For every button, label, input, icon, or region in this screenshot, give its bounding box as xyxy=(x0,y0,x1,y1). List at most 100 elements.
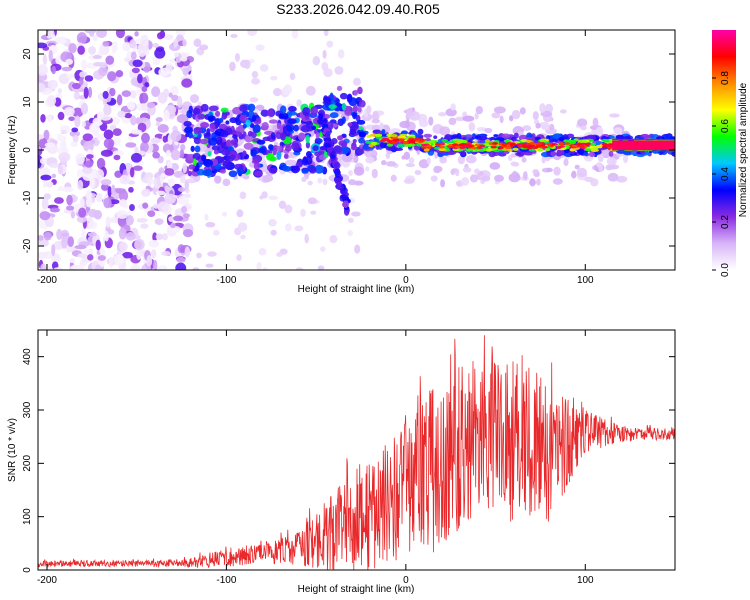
spectral-blob xyxy=(38,82,46,93)
spectral-blob xyxy=(57,111,65,121)
colorbar-tick-label: 0.2 xyxy=(720,215,731,229)
spectral-blob xyxy=(494,174,504,182)
spectral-blob xyxy=(322,49,327,59)
spectral-blob xyxy=(59,124,71,135)
spectral-blob xyxy=(130,129,143,135)
spectral-blob xyxy=(426,144,433,148)
spectral-blob xyxy=(134,238,145,251)
spectral-blob xyxy=(358,131,367,138)
y-tick-label: 100 xyxy=(22,508,33,525)
spectral-blob xyxy=(119,241,128,252)
spectral-blob xyxy=(508,172,521,183)
spectral-blob xyxy=(461,150,466,156)
spectral-blob xyxy=(339,92,348,100)
spectral-blob xyxy=(111,184,116,197)
spectral-blob xyxy=(81,120,86,128)
spectral-blob xyxy=(222,159,233,169)
spectral-blob xyxy=(152,151,160,159)
spectral-blob xyxy=(349,128,357,135)
spectral-blob xyxy=(116,94,123,106)
spectral-blob xyxy=(423,148,430,152)
spectral-blob xyxy=(221,211,228,217)
colorbar-tick-label: 0.0 xyxy=(720,263,731,277)
spectral-blob xyxy=(445,108,457,117)
spectral-blob xyxy=(139,92,149,104)
spectral-blob xyxy=(545,167,553,173)
spectral-blob xyxy=(342,200,349,208)
spectral-blob xyxy=(179,175,186,184)
spectral-blob xyxy=(95,192,103,203)
spectral-blob xyxy=(279,132,286,141)
spectral-blob xyxy=(163,88,170,98)
spectral-blob xyxy=(157,124,169,133)
spectral-blob xyxy=(207,115,216,122)
spectral-blob xyxy=(71,127,79,133)
spectral-blob xyxy=(511,109,521,120)
spectral-blob xyxy=(390,174,397,182)
spectral-blob xyxy=(372,110,379,121)
spectral-blob xyxy=(54,197,64,204)
spectral-blob xyxy=(97,255,106,261)
spectral-blob xyxy=(256,139,266,145)
spectral-blob xyxy=(200,103,209,112)
snr-axes: -200 -100 0 100 0 100 200 300 400 xyxy=(22,330,675,586)
spectral-blob xyxy=(232,134,238,139)
spectral-blob xyxy=(305,85,316,96)
spectral-blob xyxy=(46,31,52,39)
spectral-blob xyxy=(183,120,192,127)
spectral-blob xyxy=(461,176,470,186)
spectral-blob xyxy=(53,36,64,43)
spectral-blob xyxy=(493,106,506,114)
spectral-blob xyxy=(272,124,279,132)
spectral-blob xyxy=(347,122,353,127)
spectral-blob xyxy=(204,213,209,221)
spectral-blob xyxy=(77,253,88,259)
spectral-blob xyxy=(418,159,430,169)
x-tick-label: 0 xyxy=(403,275,409,286)
spectral-blob xyxy=(73,91,80,100)
spectral-blob xyxy=(403,178,415,184)
spectral-blob xyxy=(607,172,619,182)
spectral-blob xyxy=(253,161,261,171)
spectral-blob xyxy=(374,133,383,137)
snr-frame xyxy=(37,329,676,571)
spectral-blob xyxy=(574,164,580,170)
spectral-blob xyxy=(182,229,194,238)
spectral-blob xyxy=(492,142,499,145)
spectral-blob xyxy=(307,197,317,205)
spectral-blob xyxy=(125,215,134,226)
spectral-blob xyxy=(180,56,188,62)
spectral-blob xyxy=(113,254,125,266)
spectral-blob xyxy=(226,139,231,148)
spectral-blob xyxy=(352,104,358,113)
spectral-blob xyxy=(86,254,94,261)
spectral-blob xyxy=(448,117,457,126)
spectral-blob xyxy=(151,249,157,259)
spectral-blob xyxy=(276,150,282,160)
x-tick-label: -100 xyxy=(216,575,236,586)
spectral-blob xyxy=(468,122,476,132)
spectral-blob xyxy=(302,156,308,166)
spectral-blob xyxy=(334,66,344,75)
spectral-blob xyxy=(268,144,274,151)
spectral-blob xyxy=(386,143,394,147)
spectral-blob xyxy=(57,88,63,94)
spectral-blob xyxy=(371,168,378,179)
spectral-blob xyxy=(564,142,571,146)
spectral-blob xyxy=(76,168,84,178)
spectral-blob xyxy=(312,145,319,152)
spectral-blob xyxy=(457,155,466,165)
spectral-blob xyxy=(357,106,362,113)
spectral-blob xyxy=(192,152,201,161)
spectral-blob xyxy=(381,129,386,135)
spectral-blob xyxy=(170,130,182,142)
spectral-blob xyxy=(44,142,56,148)
spectral-blob xyxy=(220,107,229,113)
spectral-blob xyxy=(571,144,578,148)
spectral-blob xyxy=(147,102,156,109)
spectral-blob xyxy=(521,157,527,163)
spectral-blob xyxy=(74,244,87,250)
spectral-blob xyxy=(258,248,267,256)
spectral-blob xyxy=(193,136,202,145)
spectral-blob xyxy=(140,34,149,46)
